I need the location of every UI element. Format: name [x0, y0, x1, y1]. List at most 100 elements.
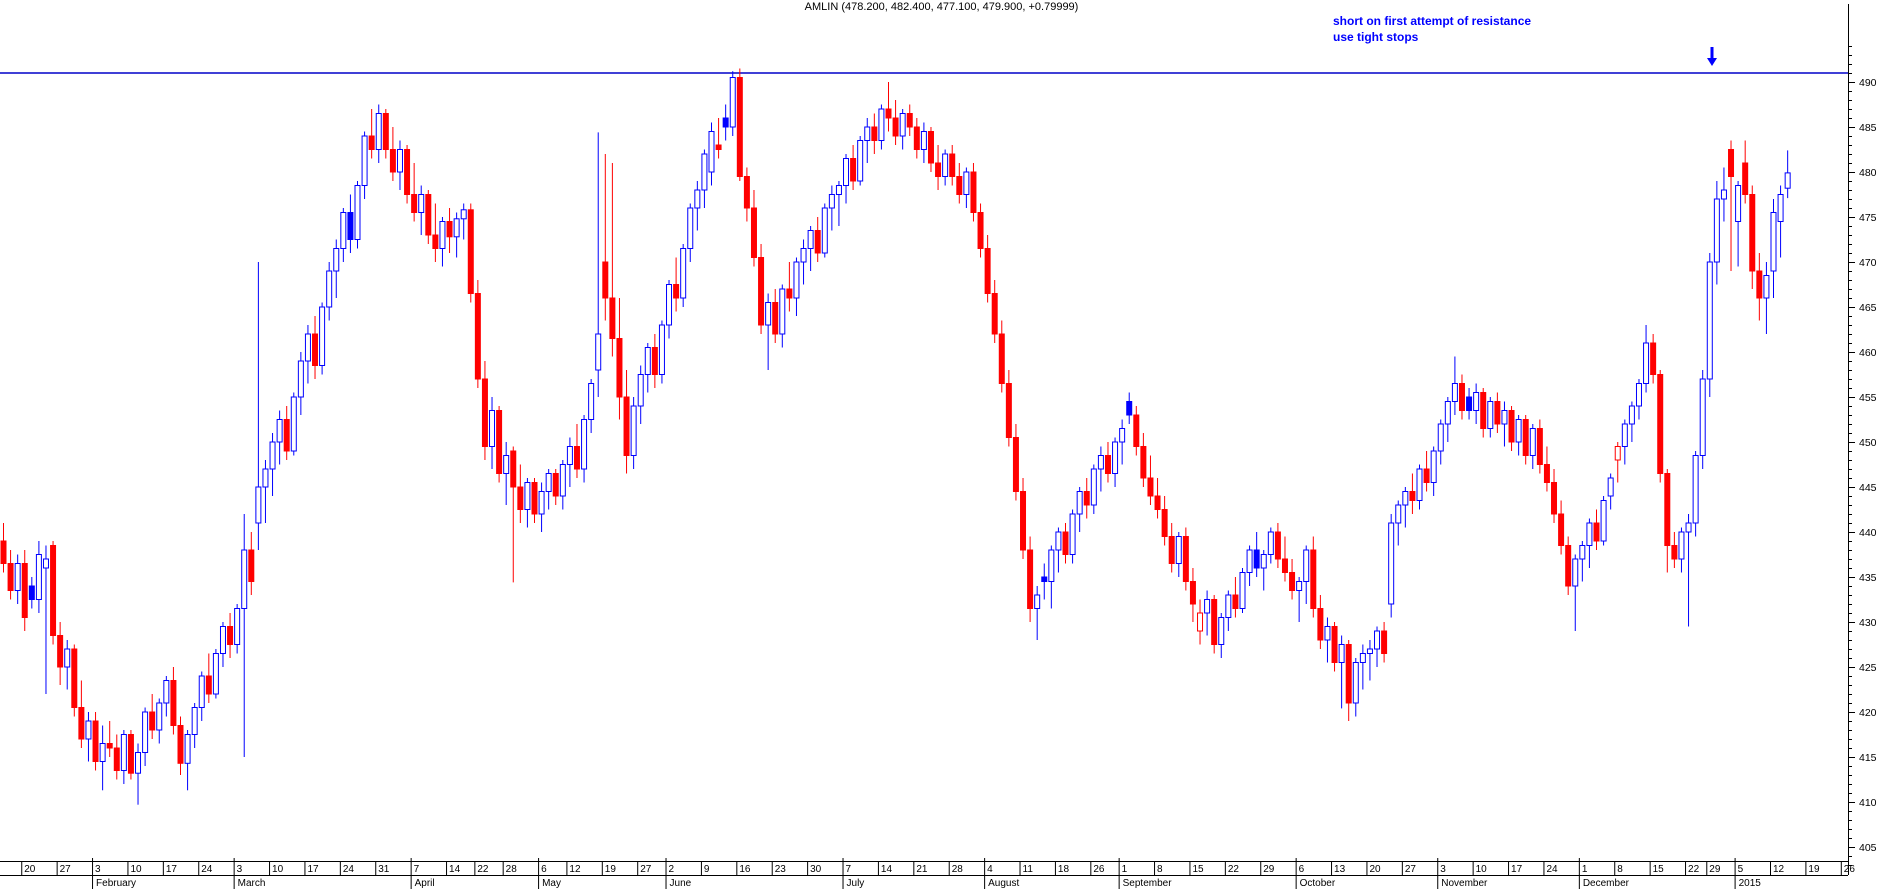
candle: [1713, 198, 1720, 263]
week-label: 3: [1440, 864, 1446, 875]
candle: [1097, 455, 1104, 470]
candle: [588, 383, 595, 420]
month-label: November: [1441, 878, 1488, 889]
week-label: 17: [1511, 864, 1523, 875]
week-label: 22: [1228, 864, 1240, 875]
week-label: 24: [1546, 864, 1558, 875]
candle: [1621, 423, 1628, 447]
candle: [694, 189, 701, 209]
month-label: May: [542, 878, 561, 889]
candle: [1104, 455, 1111, 474]
candle: [814, 230, 821, 254]
candle: [1784, 172, 1791, 189]
candle: [977, 212, 984, 249]
candle: [439, 221, 446, 249]
candle: [1140, 446, 1147, 479]
week-label: 1: [1122, 864, 1128, 875]
candle: [361, 135, 368, 186]
candle: [1664, 473, 1671, 546]
candle: [517, 486, 524, 510]
candle: [956, 176, 963, 195]
candle: [616, 338, 623, 398]
candle: [1381, 630, 1388, 654]
candle: [1480, 392, 1487, 429]
candle: [835, 185, 842, 195]
down-arrow-annotation[interactable]: [1707, 47, 1717, 66]
annotation-line-2: use tight stops: [1333, 30, 1419, 44]
candle: [1494, 401, 1501, 425]
candle: [1756, 270, 1763, 299]
candle: [566, 446, 573, 465]
candle: [1168, 536, 1175, 564]
price-label: 450: [1859, 437, 1877, 449]
candle: [276, 419, 283, 443]
candle: [14, 563, 21, 591]
candle: [503, 455, 510, 474]
x-axis-week-row: 20 27 3 10 17 24 3 10 17 24 31 7 14 22 28 6 12 19 27 2 9 16 23…: [0, 861, 1855, 876]
candle: [1515, 419, 1522, 443]
candle: [531, 482, 538, 515]
week-label: 5: [1738, 864, 1744, 875]
price-label: 415: [1859, 752, 1877, 764]
candle: [1416, 468, 1423, 501]
candle: [1635, 383, 1642, 407]
week-label: 3: [95, 864, 101, 875]
candle: [453, 218, 460, 238]
candle: [991, 293, 998, 335]
candle: [21, 563, 28, 618]
candle: [319, 306, 326, 366]
trade-annotation-text[interactable]: short on first attempt of resistance use…: [1333, 13, 1531, 45]
candle: [758, 257, 765, 326]
candle: [687, 207, 694, 249]
month-label: February: [96, 878, 136, 889]
candle: [1005, 383, 1012, 438]
candle: [389, 149, 396, 173]
candle: [248, 549, 255, 582]
candle: [743, 176, 750, 209]
candle: [750, 207, 757, 258]
month-label: March: [238, 878, 266, 889]
candle: [963, 171, 970, 195]
candle: [1374, 630, 1381, 650]
candle: [1409, 491, 1416, 501]
candle: [1204, 599, 1211, 614]
week-label: 11: [1023, 864, 1034, 875]
week-label: 1: [1582, 864, 1588, 875]
candle: [800, 248, 807, 263]
month-label: June: [670, 878, 692, 889]
candle: [850, 158, 857, 182]
candle: [1345, 644, 1352, 704]
candle: [927, 131, 934, 164]
price-label: 445: [1859, 482, 1877, 494]
candle: [1543, 464, 1550, 483]
candle: [913, 126, 920, 150]
price-label: 430: [1859, 617, 1877, 629]
candle: [1260, 554, 1267, 569]
candle: [1112, 441, 1119, 474]
candle: [722, 117, 729, 128]
candle: [1600, 500, 1607, 542]
candle: [92, 720, 99, 762]
week-label: 9: [704, 864, 710, 875]
candle: [333, 248, 340, 272]
candle: [1083, 491, 1090, 506]
candle: [843, 158, 850, 186]
week-label: 16: [739, 864, 751, 875]
candle: [113, 747, 120, 771]
candle: [1281, 558, 1288, 573]
week-label: 29: [1263, 864, 1275, 875]
candle: [1451, 383, 1458, 402]
week-label: 21: [916, 864, 928, 875]
candle: [673, 284, 680, 299]
candle: [1607, 477, 1614, 497]
candle: [1338, 644, 1345, 663]
candle: [1572, 558, 1579, 587]
week-label: 30: [810, 864, 822, 875]
candle: [949, 153, 956, 177]
week-label: 27: [1405, 864, 1417, 875]
candle: [786, 288, 793, 299]
candle: [184, 734, 191, 764]
candle: [623, 396, 630, 456]
candle: [205, 675, 212, 695]
